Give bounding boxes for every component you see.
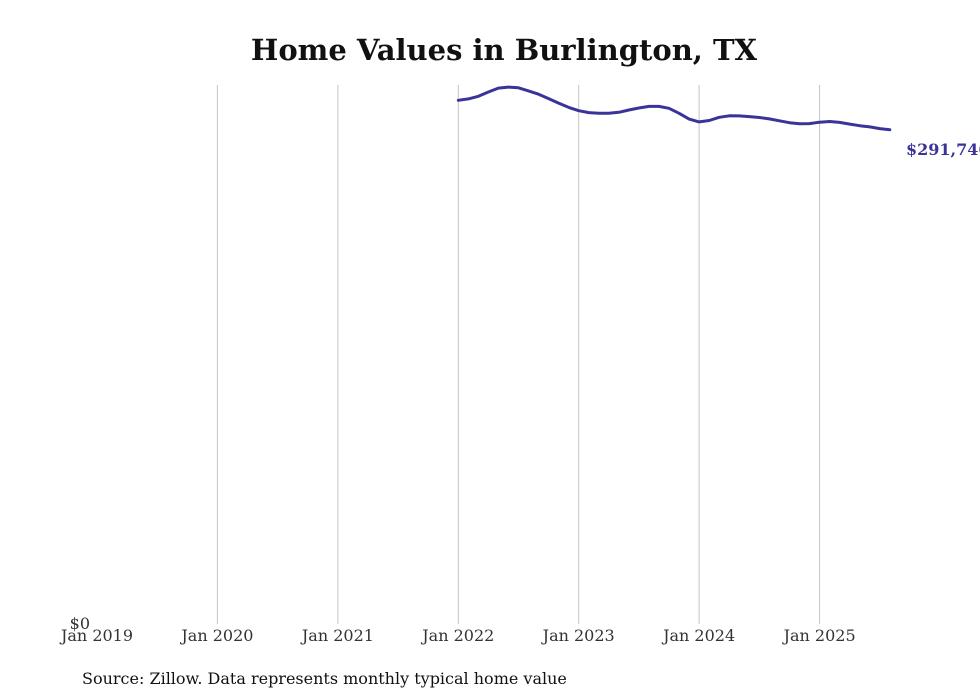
x-tick-label: Jan 2024	[661, 626, 735, 645]
series-group	[456, 85, 892, 132]
gridlines	[216, 85, 821, 624]
end-value-label: $291,746	[906, 140, 980, 159]
x-tick-label: Jan 2019	[59, 626, 133, 645]
source-note: Source: Zillow. Data represents monthly …	[82, 669, 567, 688]
x-tick-label: Jan 2021	[300, 626, 374, 645]
x-tick-label: Jan 2020	[179, 626, 253, 645]
x-tick-label: Jan 2025	[782, 626, 856, 645]
x-axis-tick-labels: Jan 2019 Jan 2020 Jan 2021 Jan 2022 Jan 2023…	[59, 626, 856, 645]
x-tick-label: Jan 2022	[420, 626, 494, 645]
chart-title: Home Values in Burlington, TX	[251, 33, 758, 67]
y-axis-tick-labels: $0	[70, 614, 90, 633]
x-tick-label: Jan 2023	[541, 626, 615, 645]
series-line	[456, 85, 892, 132]
y-tick-label: $0	[70, 614, 90, 633]
